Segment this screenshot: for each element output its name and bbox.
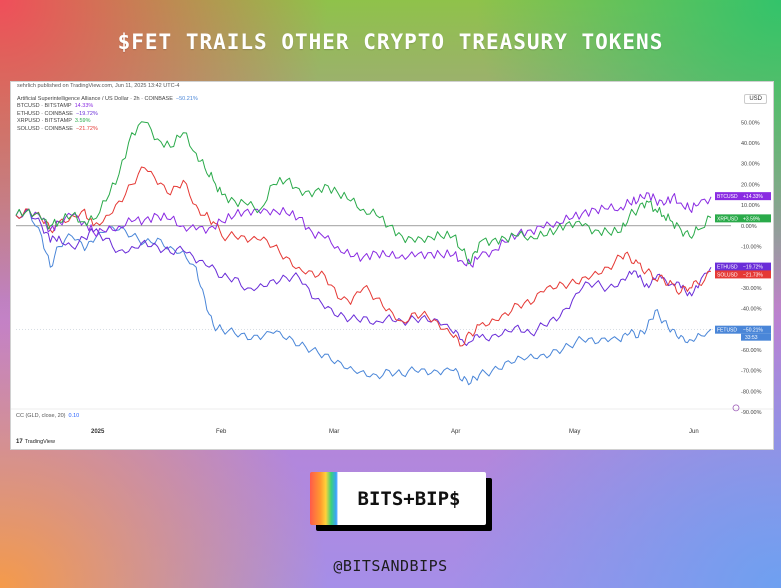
price-tag-value: −19.72% — [743, 265, 763, 271]
social-handle: @BITSANDBIPS — [333, 557, 448, 575]
price-tag-symbol: SOLUSD — [717, 272, 738, 278]
legend-value-sol: −21.72% — [75, 125, 98, 132]
y-tick-label: -70.00% — [741, 369, 762, 375]
alert-icon — [732, 404, 740, 412]
legend-label-sol: SOLUSD · COINBASE — [17, 125, 73, 132]
legend-label-fet: Artificial Superintelligence Alliance / … — [17, 96, 173, 102]
legend-value-xrp: 3.59% — [74, 118, 91, 125]
chart-card: sehrlich published on TradingView.com, J… — [10, 81, 774, 450]
legend-label-eth: ETHUSD · COINBASE — [17, 110, 73, 117]
price-tag-countdown-bg — [741, 333, 771, 341]
price-tag-eth — [715, 262, 741, 271]
x-tick-label: 2025 — [91, 429, 105, 435]
y-tick-label: -90.00% — [741, 410, 762, 416]
x-tick-label: Mar — [329, 429, 339, 435]
indicator-value: 0.10 — [68, 413, 80, 419]
series-line-xrp — [15, 121, 712, 265]
price-tag-btc — [715, 192, 741, 201]
price-tag-symbol: ETHUSD — [717, 265, 738, 271]
price-tag-fet — [715, 325, 741, 334]
legend-row-sol: SOLUSD · COINBASE −21.72% — [17, 126, 198, 133]
price-tag-value: −21.73% — [743, 272, 763, 278]
tv-logo-text: TradingView — [24, 439, 55, 445]
brand-badge: BITS+BIP$ — [310, 472, 492, 531]
price-tag-value-bg — [741, 325, 771, 334]
legend-row-xrp: XRPUSD · BITSTAMP 3.59% — [17, 118, 198, 125]
price-tag-countdown: 33:53 — [745, 335, 758, 341]
y-tick-label: -80.00% — [741, 389, 762, 395]
price-tag-sol — [715, 270, 741, 279]
y-tick-label: -40.00% — [741, 307, 762, 313]
legend-label-btc: BTCUSD · BITSTAMP — [17, 103, 72, 110]
y-tick-label: -10.00% — [741, 244, 762, 250]
y-tick-label: 50.00% — [741, 120, 760, 126]
price-tag-symbol: BTCUSD — [717, 194, 738, 200]
price-tag-xrp — [715, 214, 741, 223]
badge-body: BITS+BIP$ — [310, 472, 486, 525]
price-tag-value: +3.59% — [743, 216, 761, 222]
legend-value-fet: −50.21% — [175, 96, 198, 102]
y-tick-label: -60.00% — [741, 348, 762, 354]
y-tick-label: 0.00% — [741, 224, 757, 230]
price-tag-value-bg — [741, 192, 771, 201]
price-tag-value: +14.33% — [743, 194, 763, 200]
headline: $FET TRAILS OTHER CRYPTO TREASURY TOKENS — [117, 30, 664, 54]
y-tick-label: -30.00% — [741, 286, 762, 292]
price-chart: 50.00% 40.00% 30.00% 20.00% 10.00% 0.00% -10.0… — [11, 120, 773, 435]
legend-row-fet: Artificial Superintelligence Alliance / … — [17, 96, 198, 103]
series-line-sol — [15, 166, 712, 347]
x-tick-label: Jun — [689, 429, 699, 435]
price-tag-value-bg — [741, 262, 771, 271]
indicator-label: CC (GLD, close, 20) 0.10 — [16, 413, 79, 419]
series-line-btc — [15, 192, 712, 268]
x-tick-label: Feb — [216, 429, 227, 435]
y-tick-label: 30.00% — [741, 162, 760, 168]
legend-label-xrp: XRPUSD · BITSTAMP — [17, 118, 72, 125]
price-tag-symbol: FETUSD — [717, 328, 737, 334]
brand-logo-text: BITS+BIP$ — [338, 479, 480, 519]
y-tick-label: 40.00% — [741, 141, 760, 147]
legend-value-eth: −19.72% — [75, 110, 98, 117]
tradingview-logo: 17 TradingView — [16, 439, 55, 445]
series-line-fet — [15, 208, 712, 386]
legend-row-btc: BTCUSD · BITSTAMP 14.33% — [17, 103, 198, 110]
series-line-eth — [15, 208, 712, 346]
publisher-note: sehrlich published on TradingView.com, J… — [17, 83, 180, 89]
price-tag-value-bg — [741, 214, 771, 223]
legend-value-btc: 14.33% — [74, 103, 94, 110]
x-tick-label: Apr — [451, 429, 460, 435]
y-tick-label: 20.00% — [741, 182, 760, 188]
legend: Artificial Superintelligence Alliance / … — [17, 96, 198, 133]
price-tag-value-bg — [741, 270, 771, 279]
price-tag-value: −50.21% — [743, 328, 763, 334]
y-tick-label: 10.00% — [741, 203, 760, 209]
legend-row-eth: ETHUSD · COINBASE −19.72% — [17, 111, 198, 118]
indicator-name: CC (GLD, close, 20) — [16, 413, 66, 419]
tv-icon: 17 — [16, 439, 23, 445]
x-tick-label: May — [569, 429, 580, 435]
price-tag-symbol: XRPUSD — [717, 216, 738, 222]
currency-selector[interactable]: USD — [744, 94, 767, 104]
